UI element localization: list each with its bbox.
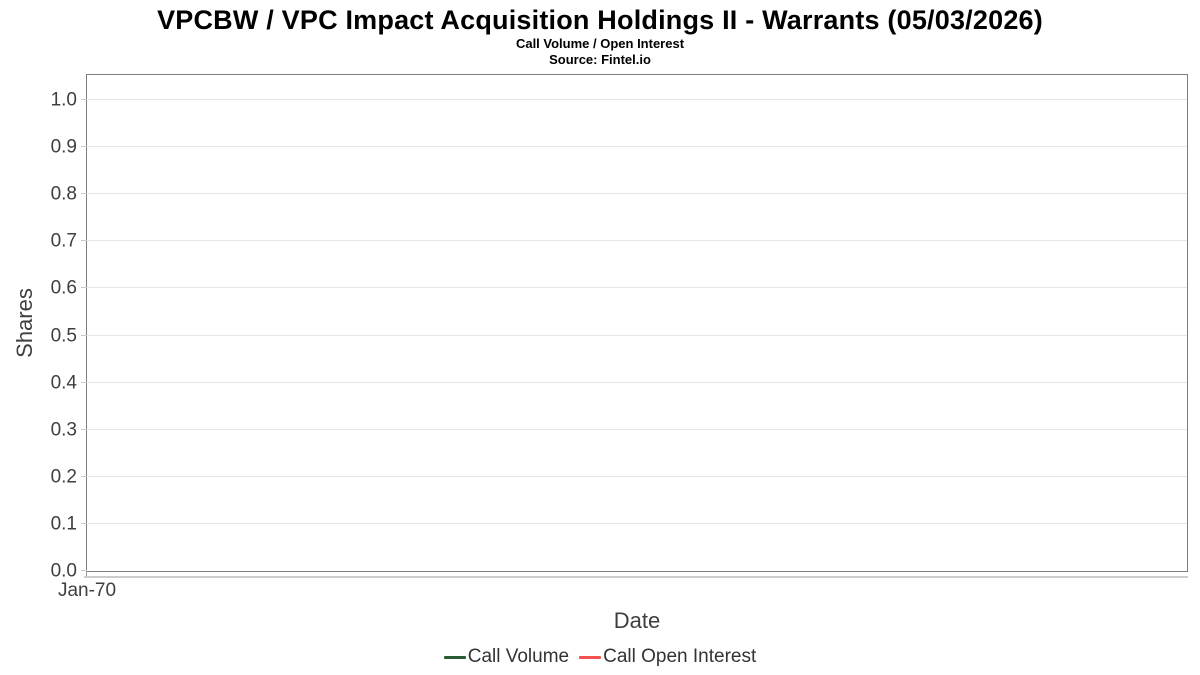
legend-label: Call Open Interest (603, 646, 757, 667)
y-tick-label: 0.6 (50, 277, 77, 299)
y-tick-label: 0.4 (50, 372, 77, 394)
gridline (87, 428, 1187, 430)
y-tick-mark (81, 522, 87, 524)
chart-title: VPCBW / VPC Impact Acquisition Holdings … (157, 5, 1043, 35)
gridline (87, 146, 1187, 148)
y-tick-mark (81, 99, 87, 100)
y-tick-label: 0.0 (50, 560, 77, 582)
gridline (87, 240, 1187, 242)
y-tick-label: 0.1 (50, 513, 77, 535)
x-axis-line (84, 576, 1188, 578)
plot-area: 0.0 0.1 0.2 0.3 0.4 0.5 0.6 0.7 0.8 0.9 1.0 Jan-70 (51, 74, 1188, 601)
y-tick-label: 0.2 (50, 466, 77, 488)
y-tick-label: 0.5 (50, 325, 77, 346)
legend-marker (579, 655, 602, 659)
y-tick-mark (81, 240, 87, 242)
y-tick-mark (81, 428, 87, 430)
y-tick-label: 0.9 (50, 136, 77, 158)
y-tick-mark (81, 475, 87, 477)
gridline (87, 99, 1187, 100)
gridline (87, 287, 1187, 289)
y-tick-mark (81, 146, 87, 148)
gridline (87, 334, 1187, 336)
legend: Call Volume Call Open Interest (0, 646, 1200, 668)
y-tick-mark (81, 287, 87, 289)
y-tick-label: 0.3 (50, 419, 77, 441)
gridline (87, 193, 1187, 195)
gridline (87, 522, 1187, 524)
gridline (87, 475, 1187, 477)
x-tick-label: Jan-70 (57, 580, 117, 601)
y-tick-mark (81, 381, 87, 383)
chart-source: Source: Fintel.io (549, 52, 651, 67)
y-tick-mark (81, 334, 87, 336)
y-tick-mark (81, 193, 87, 195)
y-tick-mark (81, 570, 87, 571)
legend-label: Call Volume (467, 646, 570, 667)
y-axis-title: Shares (12, 288, 37, 358)
x-axis-title: Date (613, 608, 661, 633)
chart-subtitle: Call Volume / Open Interest (515, 36, 685, 51)
gridline (87, 381, 1187, 383)
y-tick-label: 0.7 (50, 230, 77, 252)
x-tick-mark (86, 571, 87, 578)
legend-marker (443, 655, 466, 659)
y-tick-label: 0.8 (50, 183, 77, 205)
y-tick-label: 1.0 (50, 89, 77, 111)
legend-item-call-open-interest[interactable]: Call Open Interest (579, 646, 756, 668)
legend-item-call-volume[interactable]: Call Volume (443, 646, 570, 668)
